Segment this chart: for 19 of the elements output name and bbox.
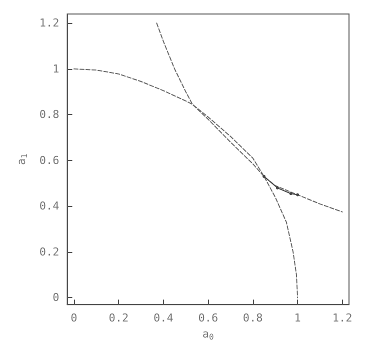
y-tick-label: 1 [52,62,60,76]
y-tick-label: 0.6 [39,154,60,167]
y-tick-label: 0.4 [39,200,60,213]
point [296,193,300,196]
y-tick-label: 0.8 [39,108,60,122]
point [262,174,266,178]
y-axis-title: a1 [15,153,29,166]
point [289,192,292,196]
y-tick-label: 0 [52,291,60,304]
point [276,186,279,190]
x-tick-label: 1.2 [332,312,352,325]
x-tick-label: 0 [70,312,78,325]
x-tick-label: 0.4 [153,312,174,325]
y-tick-label: 1.2 [39,16,60,30]
x-tick-label: 0.6 [198,312,218,325]
x-tick-label: 0.2 [108,312,129,325]
x-tick-label: 1 [294,312,301,325]
x-tick-label: 0.8 [242,312,263,325]
y-tick-label: 0.2 [39,245,60,258]
